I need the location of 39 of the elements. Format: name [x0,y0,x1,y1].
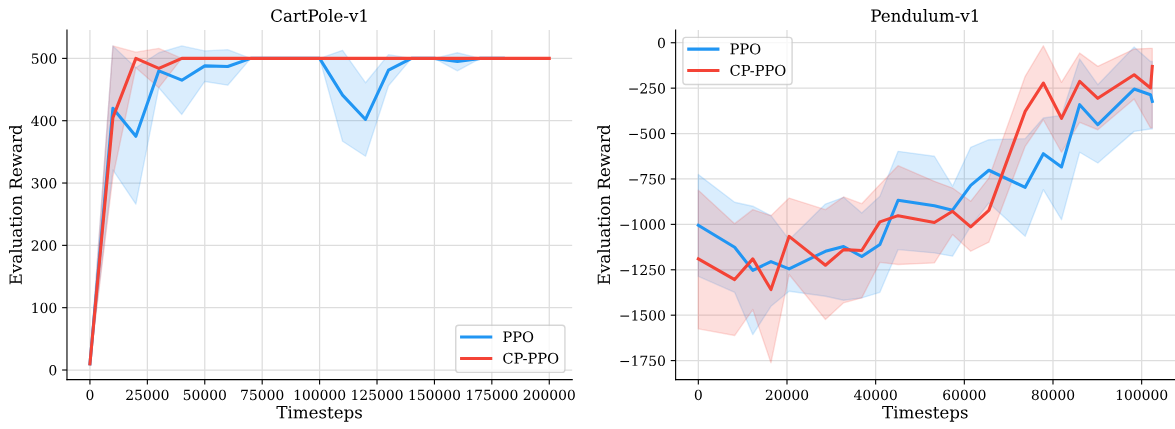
x-tick-label: 0 [86,389,94,401]
chart-title: CartPole-v1 [271,9,367,22]
y-tick-label: −500 [629,128,665,140]
x-tick-label: 175000 [467,389,518,401]
y-tick-label: −1000 [620,219,665,230]
x-tick-label: 40000 [853,389,897,401]
y-tick-label: −250 [629,83,665,94]
x-tick-label: 100000 [1116,389,1168,401]
x-tick-label: 75000 [241,389,284,401]
y-axis-title: Evaluation Reward [9,124,22,285]
y-tick-label: −750 [629,173,665,185]
x-tick-label: 50000 [183,389,226,401]
y-axis-title: Evaluation Reward [597,124,611,285]
x-tick-label: 125000 [352,389,403,401]
y-tick-label: 200 [31,240,57,251]
y-tick-label: 0 [49,364,57,376]
y-tick-label: 400 [31,115,57,127]
x-axis-title: Timesteps [882,406,968,422]
x-tick-label: 80000 [1031,389,1075,401]
y-tick-label: −1500 [620,310,665,321]
y-tick-label: −1750 [620,355,665,367]
y-tick-label: −1250 [620,264,665,276]
legend-label: CP-PPO [503,352,559,364]
y-tick-label: 500 [31,53,57,64]
legend-label: PPO [730,43,761,55]
x-tick-label: 25000 [126,389,169,401]
x-tick-label: 150000 [409,389,461,401]
y-tick-label: 100 [32,302,57,314]
legend-label: PPO [503,331,534,343]
x-tick-label: 100000 [294,389,346,401]
x-axis-title: Timesteps [276,406,362,422]
x-tick-label: 60000 [943,389,986,401]
x-tick-label: 0 [694,389,702,401]
x-tick-label: 200000 [523,389,575,401]
y-tick-label: 0 [657,37,665,49]
chart-title: Pendulum-v1 [871,9,978,22]
legend-label: CP-PPO [730,64,786,76]
x-tick-label: 20000 [765,389,809,401]
y-tick-label: 300 [31,178,57,189]
